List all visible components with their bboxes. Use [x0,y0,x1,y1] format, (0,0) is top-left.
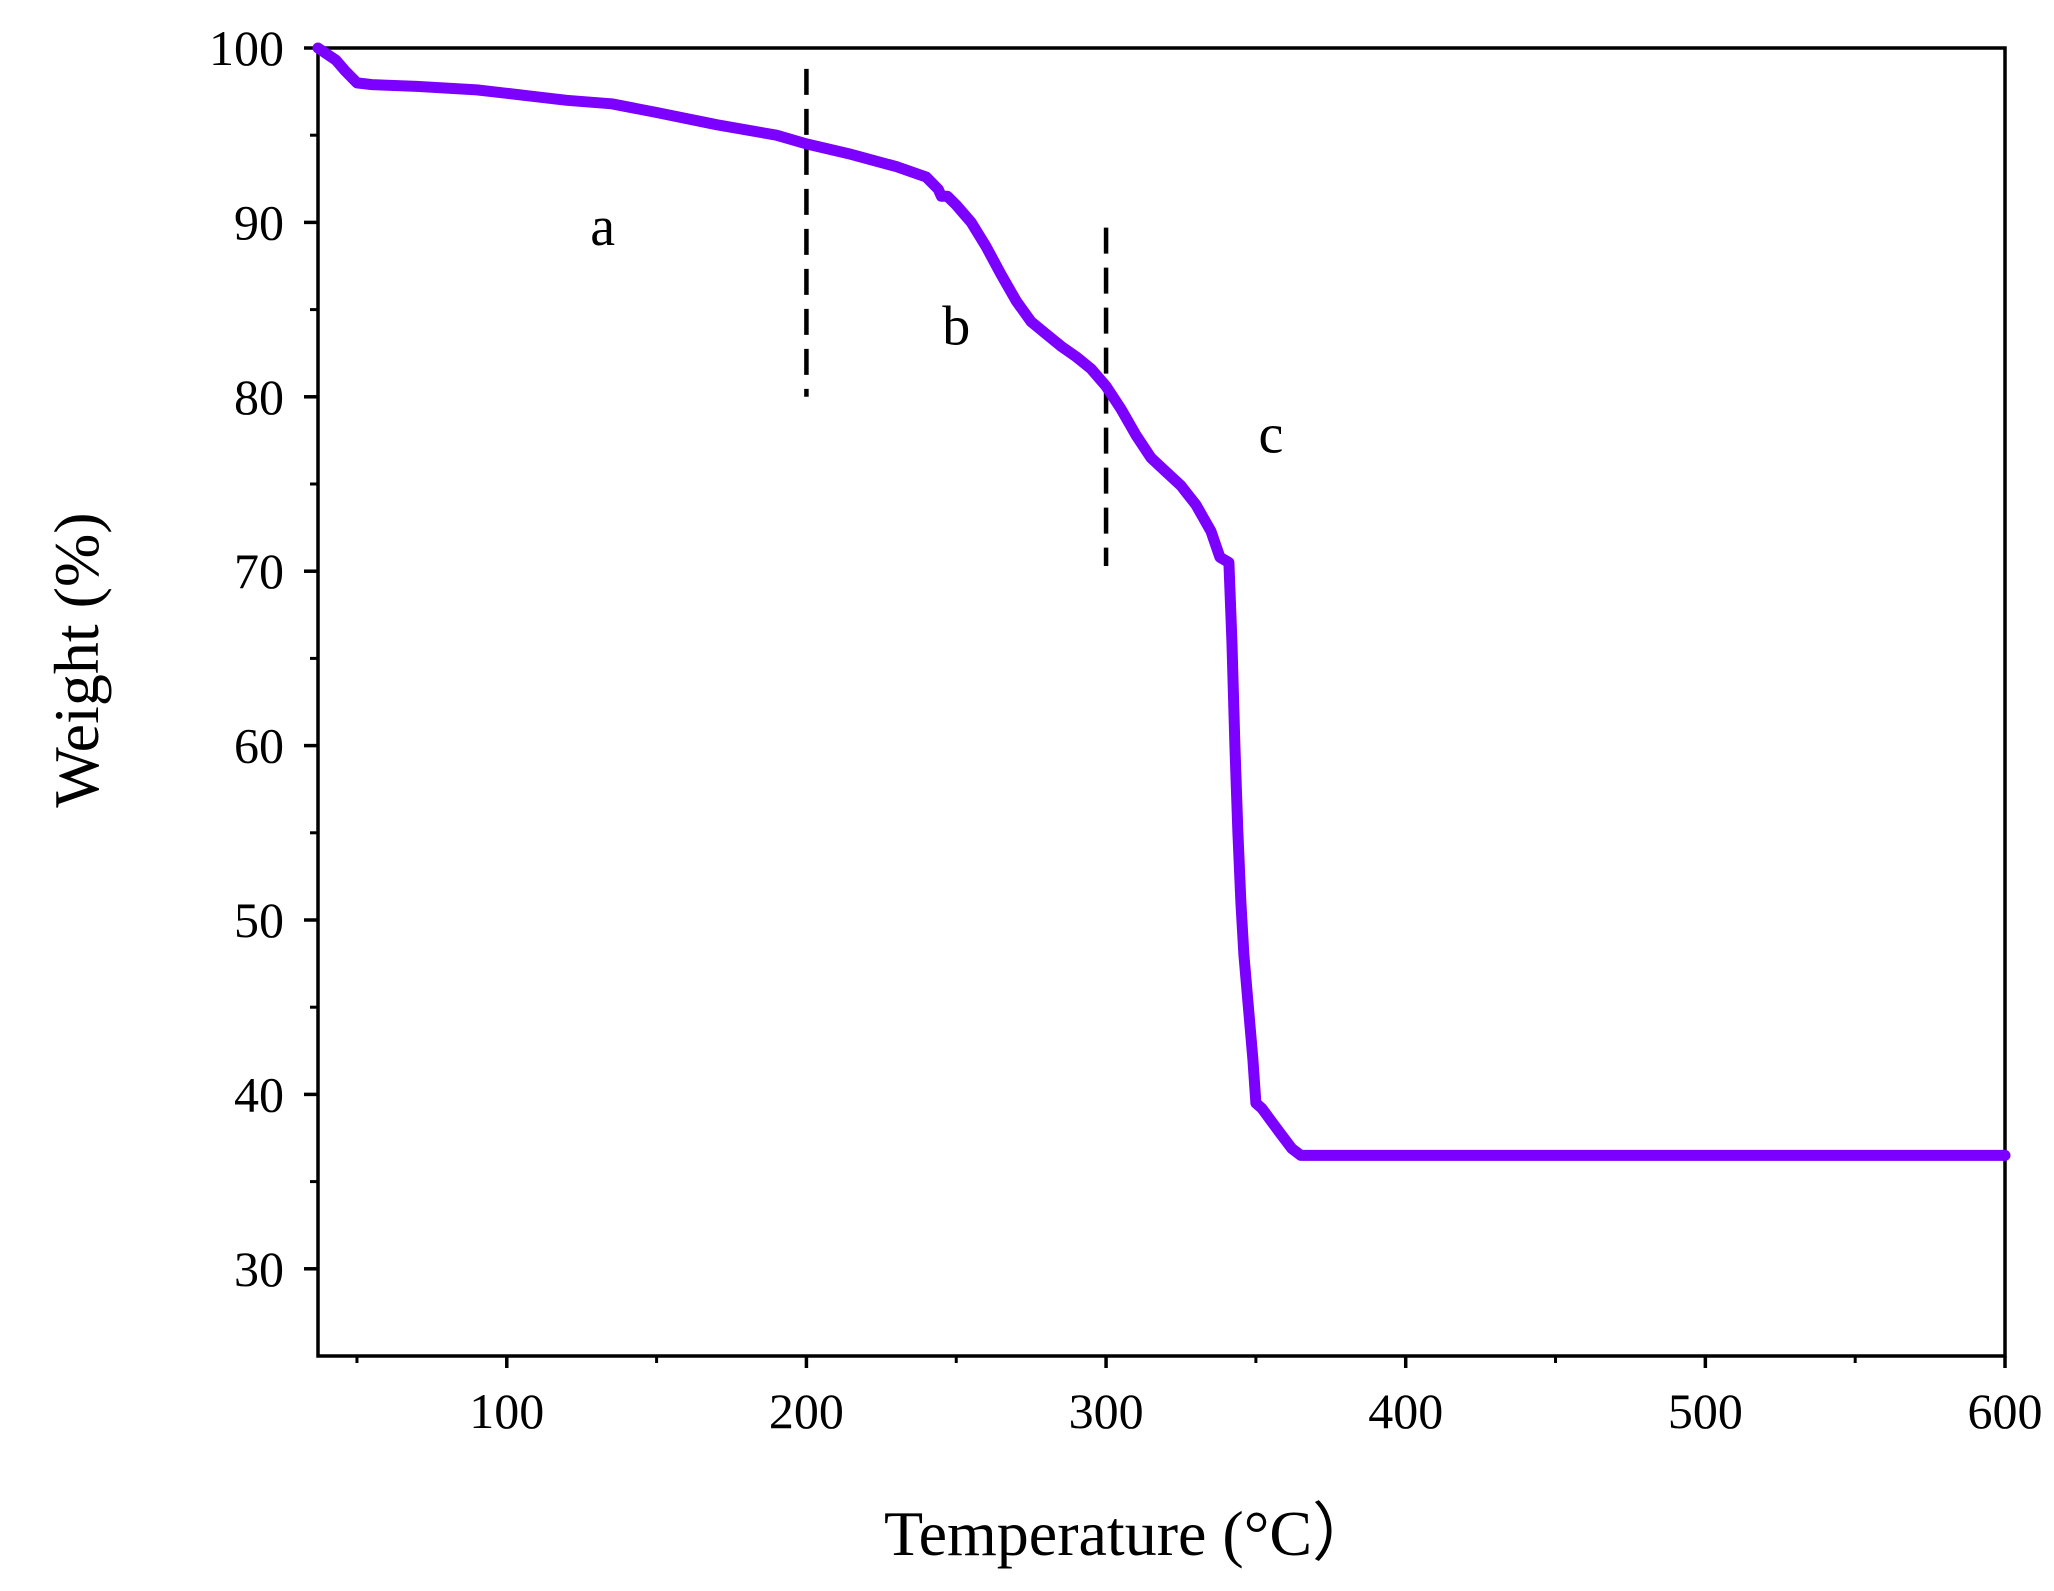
y-tick-label: 90 [234,194,284,250]
x-axis-title: Temperature (°C） [884,1498,1376,1569]
x-tick-label: 600 [1968,1383,2043,1439]
weight-loss-curve [312,42,2011,1161]
y-axis-title: Weight (%) [41,512,112,807]
stage-label-b: b [942,295,970,357]
y-tick-label: 40 [234,1066,284,1122]
x-tick-label: 100 [469,1383,544,1439]
y-tick-label: 100 [209,20,284,76]
x-tick-label: 400 [1368,1383,1443,1439]
plot-frame [316,46,2007,1358]
series-layer [312,42,2011,1161]
y-tick-label: 50 [234,892,284,948]
y-tick-label: 70 [234,543,284,599]
y-tick-label: 60 [234,718,284,774]
x-tick-label: 300 [1069,1383,1144,1439]
y-tick-label: 30 [234,1241,284,1297]
y-tick-label: 80 [234,369,284,425]
stage-label-a: a [590,196,615,258]
stage-label-c: c [1258,404,1283,466]
x-tick-label: 200 [769,1383,844,1439]
reference-lines [804,68,1109,566]
axes-layer: 100 200 300 400 500 600 30 40 50 60 70 80 90 100 [209,20,2043,1439]
x-tick-label: 500 [1668,1383,1743,1439]
annotations: a b c [590,196,1283,466]
